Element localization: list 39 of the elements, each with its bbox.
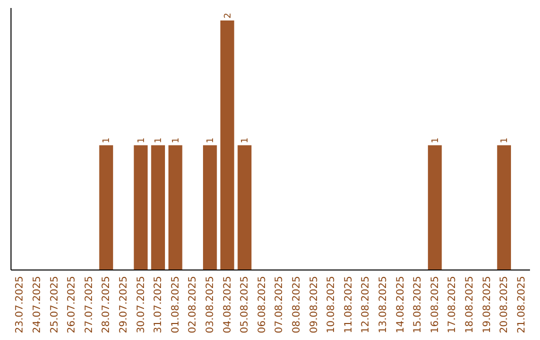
x-tick-label: 25.07.2025 <box>49 276 60 334</box>
x-tick-label: 28.07.2025 <box>101 276 112 334</box>
x-tick-label: 12.08.2025 <box>360 276 372 334</box>
x-tick-label: 02.08.2025 <box>188 276 199 334</box>
data-label: 1 <box>240 138 251 144</box>
x-tick-label: 11.08.2025 <box>343 276 354 334</box>
x-tick-label: 03.08.2025 <box>204 276 216 334</box>
x-tick-label: 09.08.2025 <box>308 276 320 334</box>
x-tick-label: 24.07.2025 <box>32 276 43 334</box>
x-tick-label: 16.08.2025 <box>430 276 441 334</box>
x-tick-label: 14.08.2025 <box>395 276 406 334</box>
x-tick-label: 19.08.2025 <box>482 276 493 334</box>
x-tick-label: 26.07.2025 <box>66 276 78 334</box>
x-tick-label: 20.08.2025 <box>499 276 510 334</box>
data-label: 2 <box>223 12 234 18</box>
x-tick-label: 13.08.2025 <box>378 276 389 334</box>
x-tick-label: 17.08.2025 <box>447 276 458 334</box>
data-label: 1 <box>171 138 182 144</box>
data-label: 1 <box>154 138 164 144</box>
x-tick-label: 10.08.2025 <box>326 276 338 334</box>
data-label: 1 <box>102 138 112 144</box>
data-label: 1 <box>430 138 441 144</box>
x-tick-label: 31.07.2025 <box>153 276 164 334</box>
x-tick-label: 27.07.2025 <box>84 276 95 334</box>
x-tick-label: 30.07.2025 <box>136 276 147 334</box>
x-tick-label: 08.08.2025 <box>291 276 302 334</box>
x-tick-label: 21.08.2025 <box>516 276 528 334</box>
x-tick-label: 23.07.2025 <box>14 276 26 334</box>
x-tick-label: 05.08.2025 <box>240 276 251 334</box>
x-tick-label: 07.08.2025 <box>274 276 286 334</box>
x-tick-label: 04.08.2025 <box>222 276 234 334</box>
x-tick-label: 15.08.2025 <box>412 276 424 334</box>
x-tick-label: 29.07.2025 <box>118 276 130 334</box>
data-label: 1 <box>136 138 147 144</box>
x-tick-label: 18.08.2025 <box>464 276 476 334</box>
x-tick-label: 01.08.2025 <box>170 276 182 334</box>
data-label: 1 <box>206 138 216 144</box>
x-tick-label: 06.08.2025 <box>256 276 268 334</box>
data-label: 1 <box>500 138 510 144</box>
